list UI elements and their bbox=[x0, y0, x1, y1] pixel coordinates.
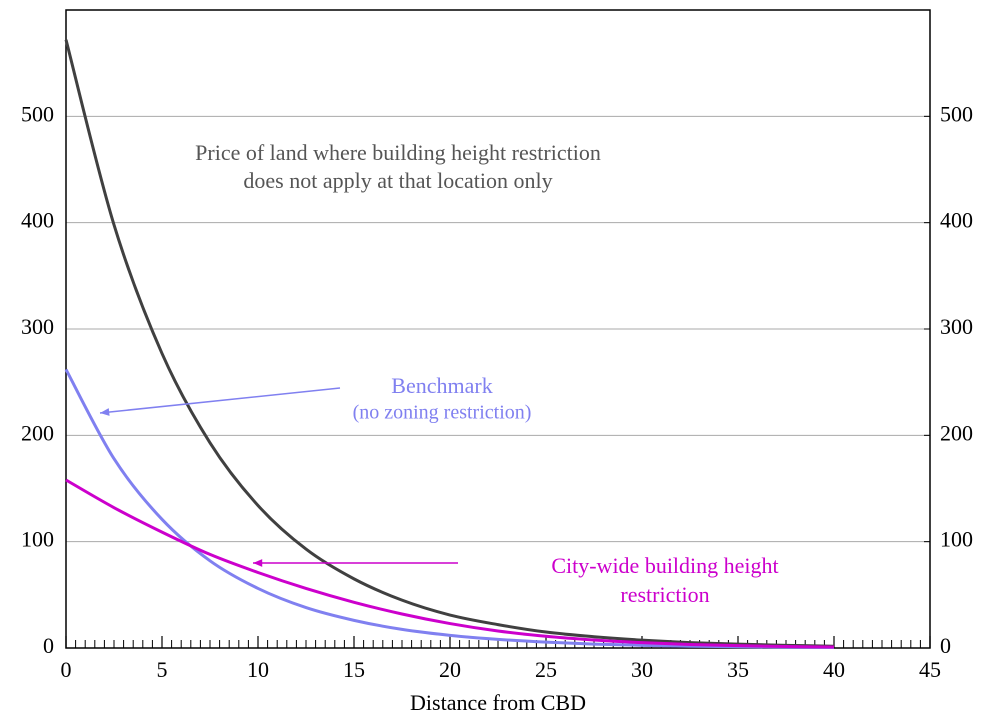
annotation: Price of land where building height rest… bbox=[195, 140, 601, 165]
series-line bbox=[64, 368, 835, 649]
x-tick-label: 0 bbox=[61, 657, 72, 682]
y-tick-label: 0 bbox=[43, 633, 54, 658]
x-tick-label: 25 bbox=[535, 657, 557, 682]
annotation: does not apply at that location only bbox=[243, 168, 552, 193]
x-tick-label: 30 bbox=[631, 657, 653, 682]
plot-frame bbox=[65, 9, 931, 649]
y-tick-label: 400 bbox=[21, 208, 54, 233]
annotation: (no zoning restriction) bbox=[353, 402, 532, 424]
x-axis-label: Distance from CBD bbox=[410, 690, 586, 715]
x-tick-label: 15 bbox=[343, 657, 365, 682]
x-tick-label: 10 bbox=[247, 657, 269, 682]
series-line bbox=[65, 478, 835, 649]
y2-tick-label: 400 bbox=[940, 208, 973, 233]
annotation: Benchmark bbox=[391, 373, 492, 398]
arrow-shaft bbox=[99, 387, 341, 414]
y2-tick-label: 300 bbox=[940, 314, 973, 339]
x-tick-label: 40 bbox=[823, 657, 845, 682]
x-tick-label: 45 bbox=[919, 657, 941, 682]
x-tick-label: 35 bbox=[727, 657, 749, 682]
y2-tick-label: 500 bbox=[940, 101, 973, 126]
series-line bbox=[64, 39, 835, 648]
annotation: restriction bbox=[620, 582, 709, 607]
y2-tick-label: 200 bbox=[940, 420, 973, 445]
y-tick-label: 100 bbox=[21, 527, 54, 552]
y-tick-label: 200 bbox=[21, 420, 54, 445]
x-tick-label: 20 bbox=[439, 657, 461, 682]
annotation: City-wide building height bbox=[551, 553, 778, 578]
arrow-head bbox=[100, 408, 110, 416]
y-tick-label: 500 bbox=[21, 101, 54, 126]
x-tick-label: 5 bbox=[157, 657, 168, 682]
y2-tick-label: 100 bbox=[940, 527, 973, 552]
y-tick-label: 300 bbox=[21, 314, 54, 339]
arrow-head bbox=[253, 559, 263, 567]
y2-tick-label: 0 bbox=[940, 633, 951, 658]
